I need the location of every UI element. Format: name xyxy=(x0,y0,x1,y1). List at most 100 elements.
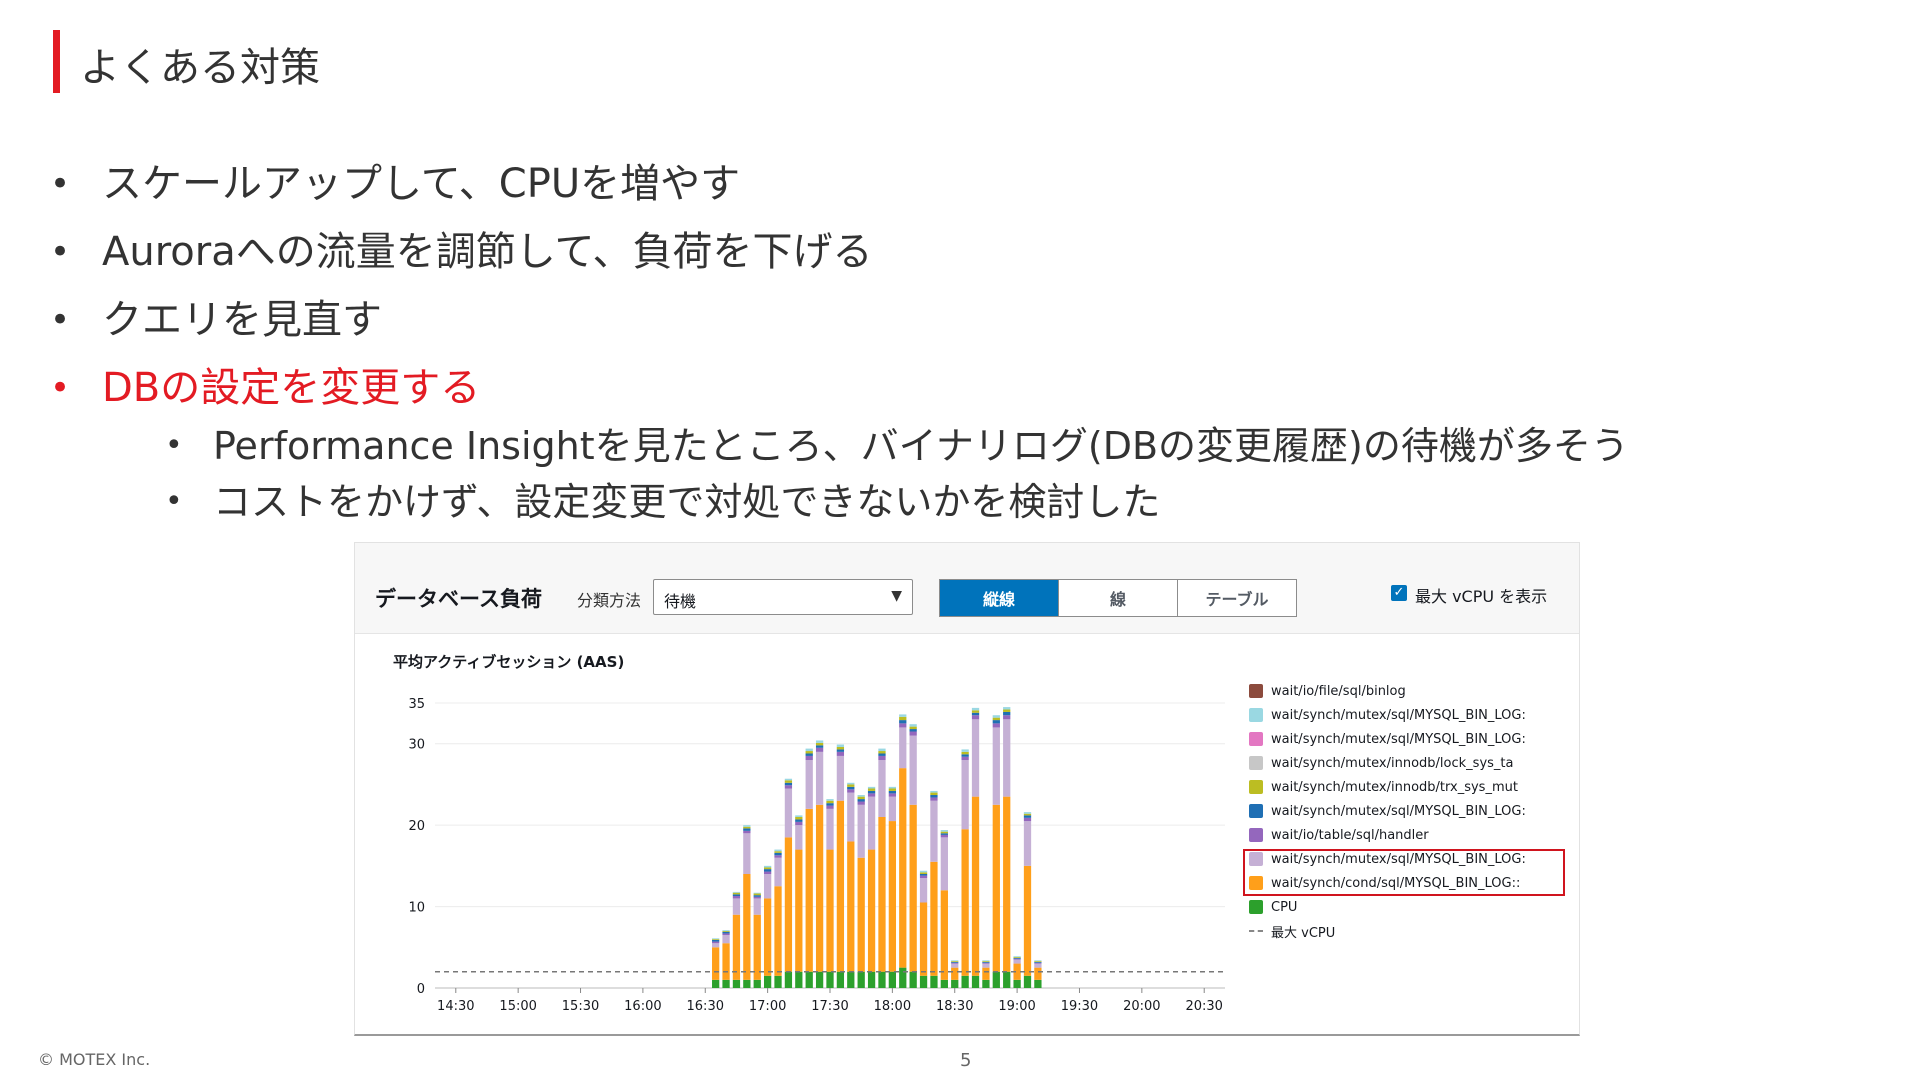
bar-segment xyxy=(857,971,865,988)
bar-segment xyxy=(899,716,907,721)
bar-segment xyxy=(982,963,990,968)
legend-item[interactable]: wait/synch/mutex/sql/MYSQL_BIN_LOG: xyxy=(1249,847,1526,871)
x-tick-label: 18:30 xyxy=(936,999,973,1014)
bar-segment xyxy=(899,723,907,728)
bar-segment xyxy=(878,751,886,754)
bullet-marker: • xyxy=(50,368,71,408)
bar-segment xyxy=(795,971,803,988)
bar-segment xyxy=(888,821,897,972)
bar-segment xyxy=(847,841,855,972)
bar-segment xyxy=(919,872,928,874)
bar-segment xyxy=(951,963,959,968)
bar-segment xyxy=(1023,821,1032,866)
bar-segment xyxy=(712,941,720,944)
bar-segment xyxy=(951,967,959,980)
group-by-select[interactable]: 待機 ▼ xyxy=(653,579,913,615)
title-accent-bar xyxy=(53,30,60,93)
bar-segment xyxy=(992,715,1000,718)
bar-segment xyxy=(961,756,969,760)
bar-segment xyxy=(847,789,855,793)
bar-segment xyxy=(992,717,1000,721)
bar-segment xyxy=(878,748,886,752)
legend-highlight-box xyxy=(1243,849,1565,896)
x-tick-label: 17:30 xyxy=(811,999,848,1014)
bar-segment xyxy=(1003,719,1011,797)
bar-segment xyxy=(784,782,793,786)
bar-segment xyxy=(847,784,855,787)
legend-item[interactable]: wait/synch/mutex/sql/MYSQL_BIN_LOG: xyxy=(1249,703,1526,727)
bar-segment xyxy=(732,894,741,896)
y-tick-label: 30 xyxy=(408,738,425,753)
legend-swatch xyxy=(1249,900,1263,914)
legend-label: 最大 vCPU xyxy=(1271,925,1336,941)
legend-label: CPU xyxy=(1271,899,1298,915)
bar-segment xyxy=(753,893,761,896)
panel-title: データベース負荷 xyxy=(375,587,542,611)
legend-item[interactable]: wait/synch/mutex/sql/MYSQL_BIN_LOG: xyxy=(1249,727,1526,751)
bar-segment xyxy=(722,943,730,980)
bar-segment xyxy=(795,817,803,820)
bar-segment xyxy=(774,849,782,852)
bar-segment xyxy=(753,896,761,899)
bar-segment xyxy=(732,979,741,988)
tab-table[interactable]: テーブル xyxy=(1178,580,1296,616)
bar-segment xyxy=(763,865,772,868)
legend-item[interactable]: CPU xyxy=(1249,895,1526,919)
legend-item[interactable]: wait/io/file/sql/binlog xyxy=(1249,679,1526,703)
page-number: 5 xyxy=(960,1050,972,1071)
bullet-marker: • xyxy=(50,300,71,340)
bar-segment xyxy=(795,819,803,822)
x-tick-label: 20:30 xyxy=(1185,999,1222,1014)
bar-segment xyxy=(930,800,938,862)
bar-segment xyxy=(1013,979,1021,988)
legend-item[interactable]: wait/synch/mutex/innodb/lock_sys_ta xyxy=(1249,751,1526,775)
bar-segment xyxy=(836,749,845,752)
bar-segment xyxy=(867,849,876,972)
bar-segment xyxy=(826,805,834,809)
bar-segment xyxy=(826,799,834,801)
max-vcpu-checkbox[interactable]: ✓ xyxy=(1391,585,1407,601)
tab-stacked-bar[interactable]: 縦線 xyxy=(940,580,1059,616)
bar-segment xyxy=(930,797,938,801)
bar-segment xyxy=(867,790,876,794)
bullet-text: クエリを見直す xyxy=(102,297,382,343)
bar-segment xyxy=(961,760,969,830)
bar-segment xyxy=(847,971,855,988)
bar-segment xyxy=(743,830,751,834)
db-load-chart: 0 10 20 30 35 14:30 15:00 15:30 16:00 16:30 17:00 1… xyxy=(408,697,1225,1014)
bar-segment xyxy=(763,871,772,874)
bar-segment xyxy=(888,971,897,988)
legend-item[interactable]: wait/synch/mutex/sql/MYSQL_BIN_LOG: xyxy=(1249,799,1526,823)
legend-label: wait/synch/mutex/sql/MYSQL_BIN_LOG: xyxy=(1271,707,1526,723)
bar-segment xyxy=(1003,707,1011,710)
legend-swatch xyxy=(1249,708,1263,722)
bar-segment xyxy=(805,760,813,809)
bar-segment xyxy=(743,874,751,980)
bar-segment xyxy=(940,831,948,834)
bar-segment xyxy=(805,808,813,972)
panel-header: データベース負荷 分類方法 待機 ▼ 縦線 線 テーブル ✓ 最大 vCPU を… xyxy=(355,543,1579,634)
bar-segment xyxy=(774,851,782,853)
legend-item[interactable]: wait/synch/cond/sql/MYSQL_BIN_LOG:: xyxy=(1249,871,1526,895)
x-tick-label: 16:00 xyxy=(624,999,661,1014)
bar-segment xyxy=(815,740,824,743)
bar-segment xyxy=(982,961,990,962)
bar-segment xyxy=(857,799,865,802)
tab-line[interactable]: 線 xyxy=(1059,580,1178,616)
bar-segment xyxy=(815,971,824,988)
bar-segment xyxy=(753,914,761,980)
legend-label: wait/synch/mutex/sql/MYSQL_BIN_LOG: xyxy=(1271,803,1526,819)
bar-segment xyxy=(909,726,917,730)
x-tick-label: 19:00 xyxy=(998,999,1035,1014)
legend-label: wait/synch/mutex/innodb/trx_sys_mut xyxy=(1271,779,1518,795)
bar-segment xyxy=(712,947,720,980)
y-tick-label: 0 xyxy=(417,982,425,997)
legend-item[interactable]: wait/io/table/sql/handler xyxy=(1249,823,1526,847)
bar-segment xyxy=(899,768,907,968)
legend-item[interactable]: 最大 vCPU xyxy=(1249,919,1526,943)
bar-segment xyxy=(971,712,980,716)
bar-segment xyxy=(722,931,730,934)
bar-segment xyxy=(784,837,793,972)
legend-item[interactable]: wait/synch/mutex/innodb/trx_sys_mut xyxy=(1249,775,1526,799)
bullet-item: • スケールアップして、CPUを増やす xyxy=(50,150,873,218)
